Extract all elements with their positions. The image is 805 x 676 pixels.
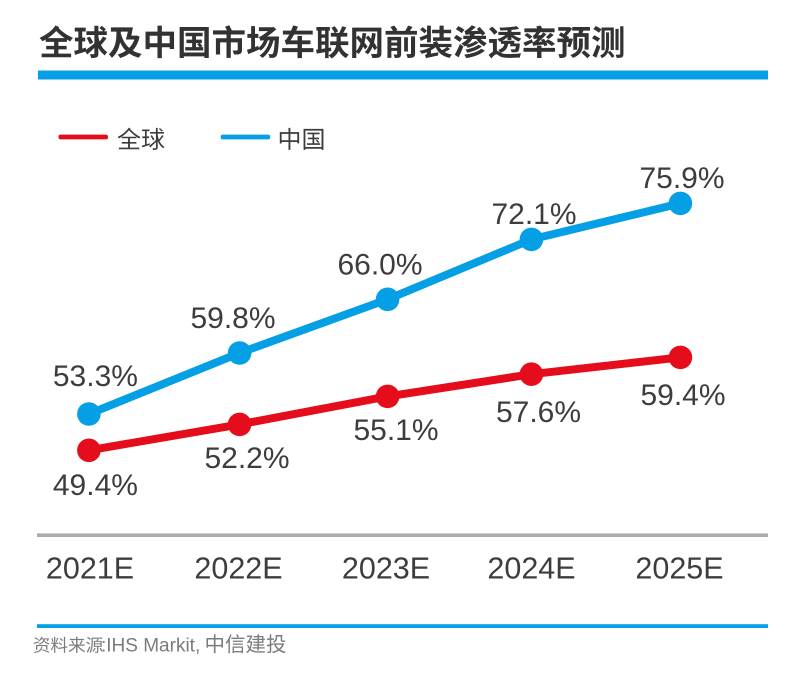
svg-text:2025E: 2025E	[635, 552, 723, 586]
svg-text:55.1%: 55.1%	[353, 414, 438, 447]
svg-text:66.0%: 66.0%	[337, 249, 422, 282]
svg-text:2021E: 2021E	[46, 552, 134, 586]
svg-text:75.9%: 75.9%	[639, 162, 724, 195]
svg-text:59.8%: 59.8%	[190, 302, 275, 335]
svg-text:2023E: 2023E	[342, 552, 430, 586]
svg-text:53.3%: 53.3%	[53, 360, 138, 393]
svg-text:59.4%: 59.4%	[640, 379, 725, 412]
svg-text:72.1%: 72.1%	[491, 198, 576, 231]
svg-text:57.6%: 57.6%	[496, 396, 581, 429]
svg-text::IHS Markit,: :IHS Markit,	[101, 636, 200, 657]
svg-text:2022E: 2022E	[194, 552, 282, 586]
svg-text:49.4%: 49.4%	[53, 469, 138, 502]
svg-text:2024E: 2024E	[487, 552, 575, 586]
svg-text:52.2%: 52.2%	[204, 442, 289, 475]
